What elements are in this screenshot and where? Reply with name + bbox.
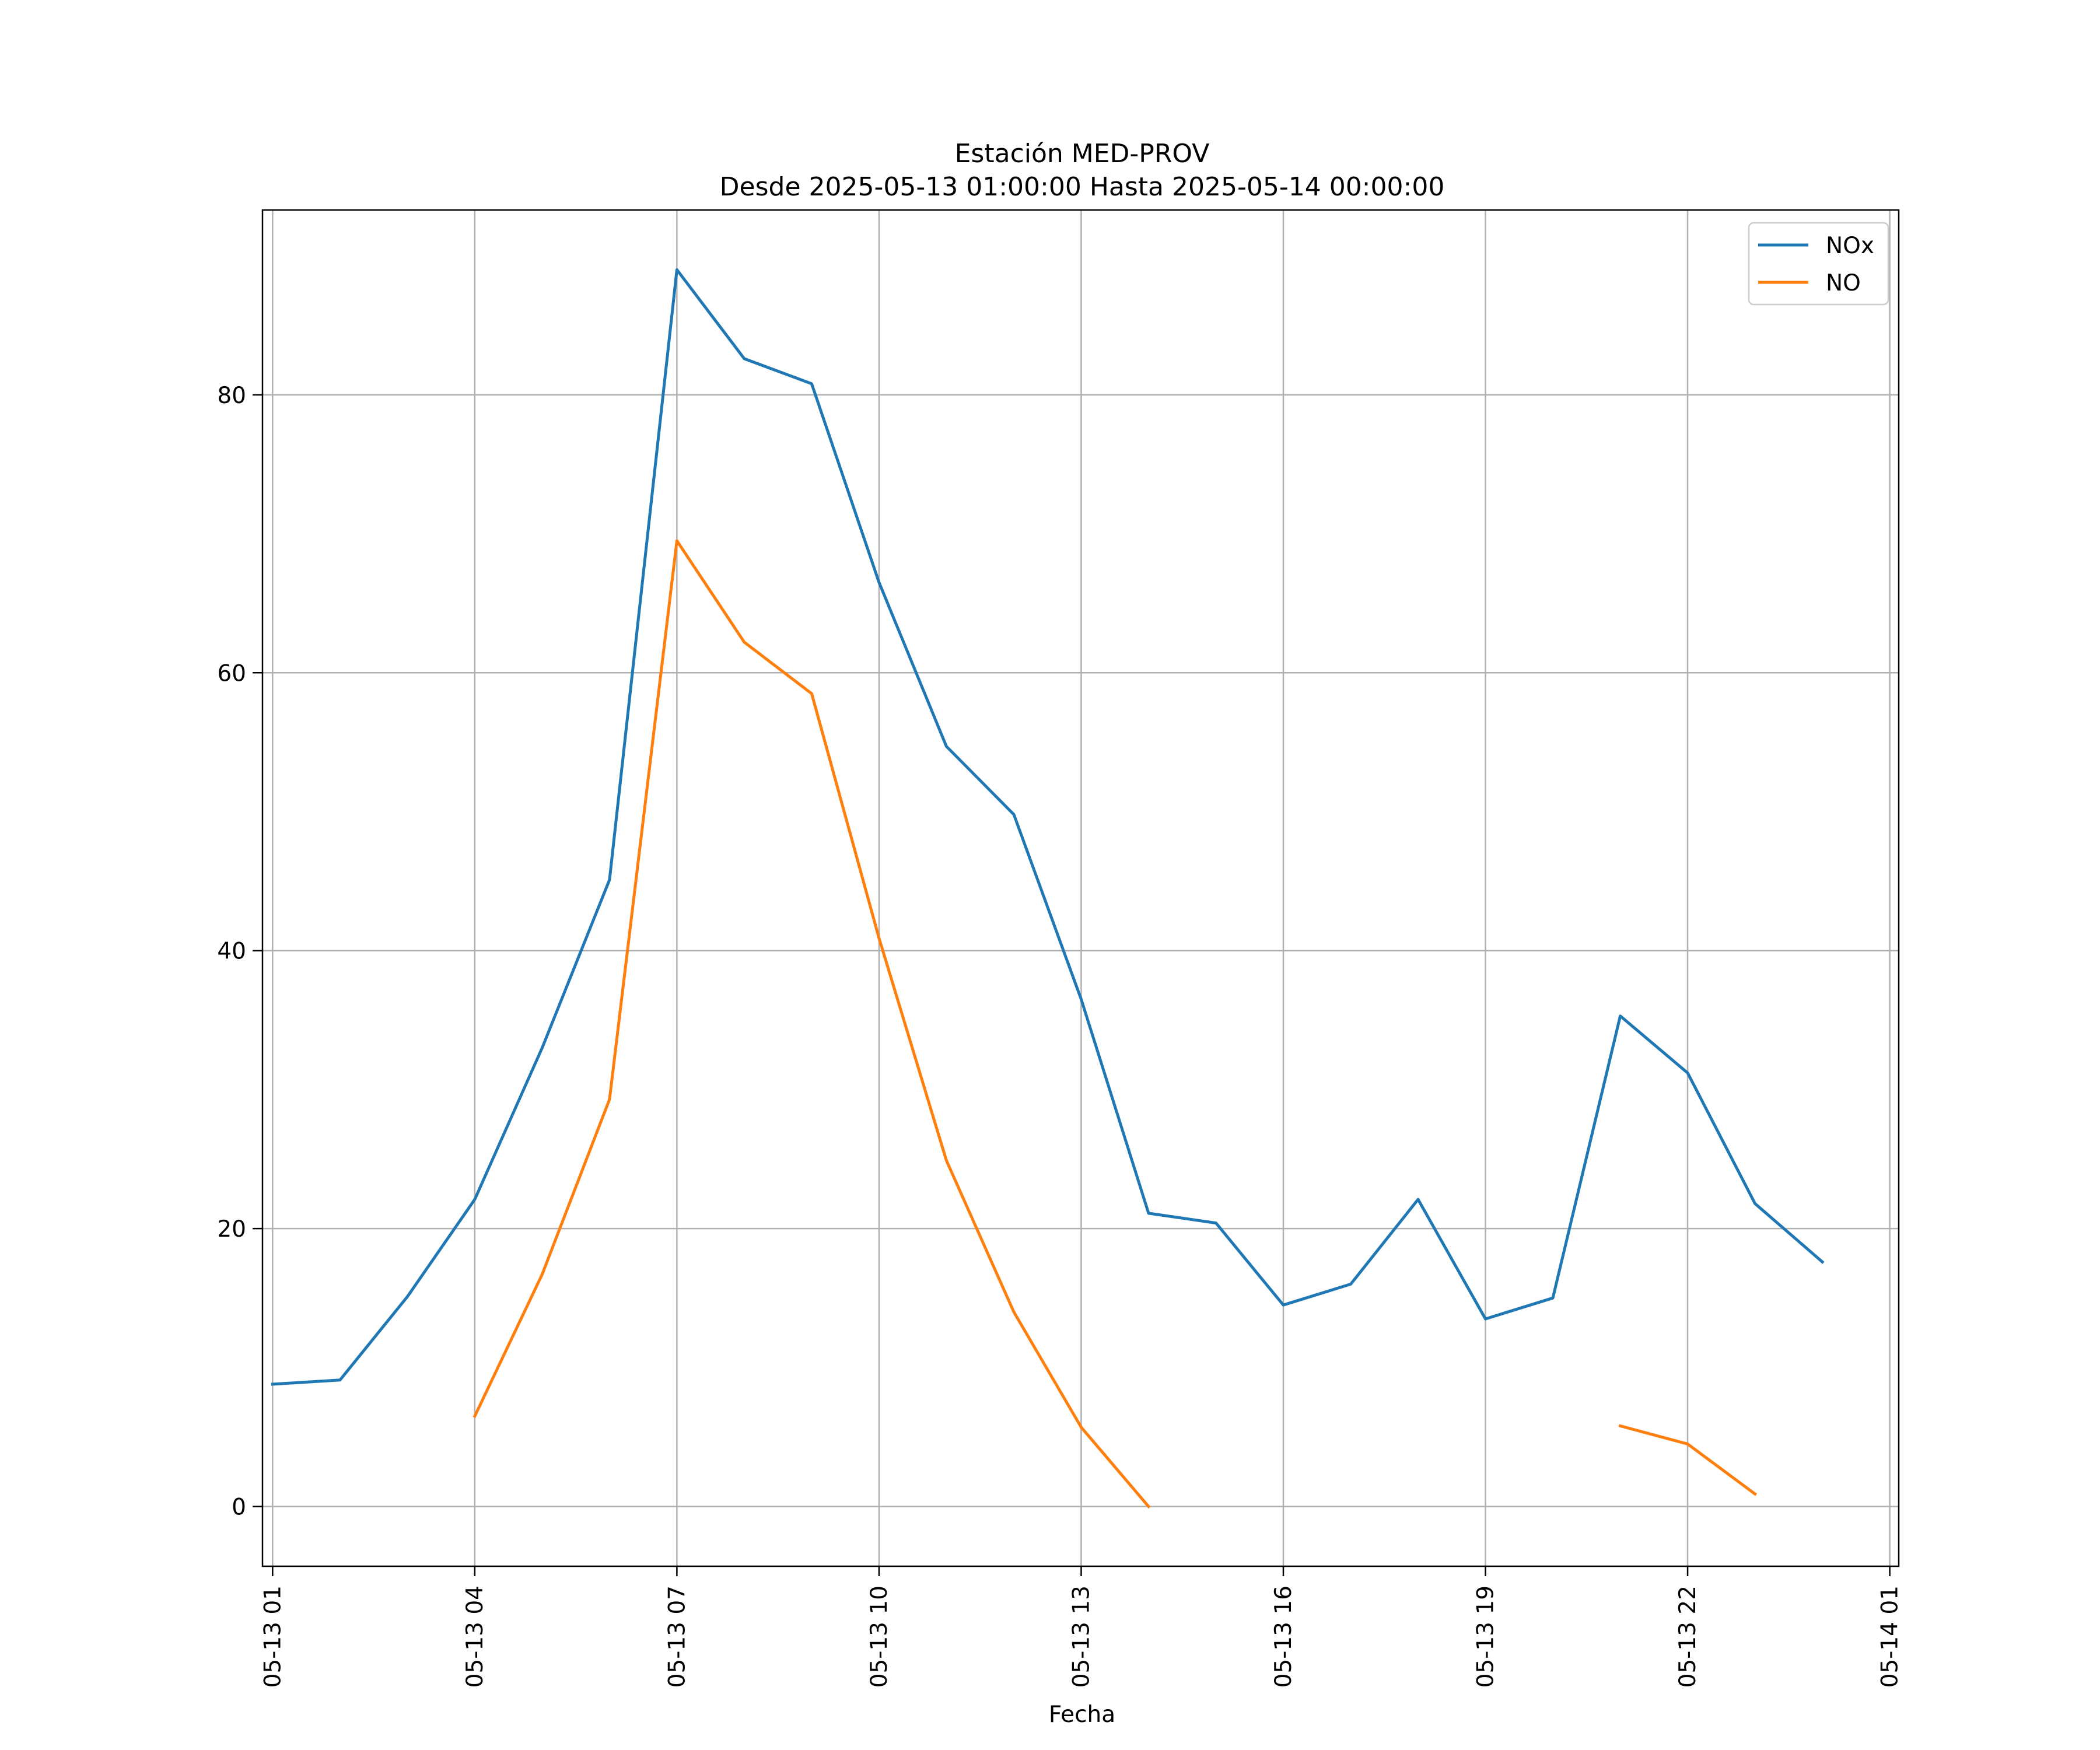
series-line-nox	[271, 268, 1825, 1386]
grid	[262, 210, 1899, 1566]
y-tick-label: 60	[217, 660, 246, 687]
chart-title: Estación MED-PROV	[955, 139, 1210, 169]
x-tick-label: 05-13 19	[1473, 1586, 1499, 1688]
x-tick-label: 05-13 16	[1270, 1586, 1297, 1688]
series-line-no	[473, 539, 1151, 1509]
x-tick-label: 05-13 13	[1068, 1586, 1094, 1688]
series-no	[473, 539, 1758, 1509]
x-tick-label: 05-13 22	[1675, 1586, 1701, 1688]
legend: NOx NO	[1748, 222, 1889, 306]
x-axis-label: Fecha	[1049, 1702, 1115, 1728]
x-tick-label: 05-13 10	[866, 1586, 892, 1688]
legend-label-no: NO	[1826, 270, 1861, 296]
x-tick-label: 05-13 07	[664, 1586, 690, 1688]
y-tick-label: 40	[217, 939, 246, 965]
series-layer	[271, 268, 1825, 1509]
x-axis: 05-13 01 05-13 04 05-13 07 05-13 10 05-13 13…	[260, 1566, 1903, 1688]
series-nox	[271, 268, 1825, 1386]
chart-subtitle: Desde 2025-05-13 01:00:00 Hasta 2025-05-…	[720, 172, 1445, 202]
x-tick-label: 05-13 01	[260, 1586, 286, 1688]
y-axis: 0 20 40 60 80	[217, 383, 262, 1521]
legend-box	[1748, 222, 1889, 306]
x-tick-label: 05-13 04	[462, 1586, 488, 1688]
x-tick-label: 05-14 01	[1877, 1586, 1903, 1688]
y-tick-label: 0	[232, 1494, 246, 1521]
series-line-no	[1618, 1424, 1758, 1496]
legend-label-nox: NOx	[1826, 233, 1874, 259]
y-tick-label: 20	[217, 1216, 246, 1242]
y-tick-label: 80	[217, 383, 246, 409]
